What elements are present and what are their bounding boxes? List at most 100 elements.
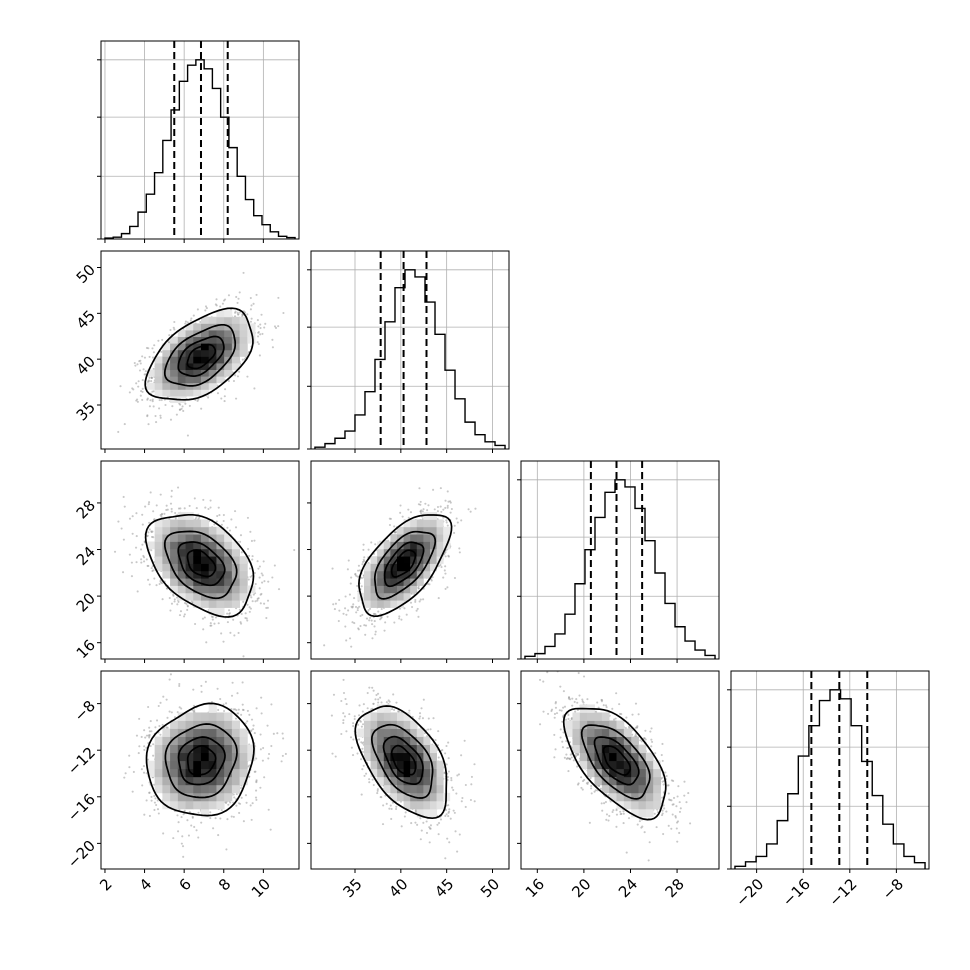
scatter-point	[234, 717, 238, 720]
scatter-point	[553, 716, 556, 719]
scatter-point	[192, 704, 196, 707]
scatter-point	[154, 797, 157, 800]
scatter-point	[542, 680, 545, 683]
scatter-point	[670, 827, 673, 830]
scatter-point	[249, 575, 252, 578]
scatter-point	[212, 827, 215, 830]
density-cell	[616, 728, 625, 737]
density-cell	[396, 736, 404, 746]
scatter-point	[246, 619, 249, 622]
scatter-point	[411, 606, 414, 609]
scatter-point	[374, 698, 377, 701]
density-cell	[616, 792, 625, 802]
scatter-point	[130, 561, 133, 564]
density-cell	[638, 800, 647, 810]
scatter-point	[161, 598, 164, 601]
scatter-point	[249, 804, 252, 807]
density-cell	[185, 336, 194, 344]
scatter-point	[414, 821, 417, 824]
scatter-point	[554, 706, 558, 709]
scatter-point	[353, 715, 356, 718]
scatter-point	[217, 708, 220, 712]
scatter-point	[173, 320, 176, 324]
density-cell	[224, 784, 233, 794]
density-cell	[423, 752, 431, 762]
scatter-point	[456, 521, 459, 524]
density-cell	[208, 356, 217, 364]
scatter-point	[166, 716, 169, 719]
density-cell	[423, 736, 431, 746]
density-cell	[216, 369, 225, 377]
density-cell	[170, 343, 179, 351]
scatter-point	[334, 602, 337, 605]
density-cell	[410, 760, 418, 770]
density-cell	[383, 541, 391, 550]
density-cell	[436, 800, 444, 810]
density-cell	[185, 519, 194, 528]
scatter-point	[393, 621, 396, 624]
scatter-point	[204, 506, 207, 509]
scatter-point	[156, 799, 159, 802]
scatter-point	[446, 506, 449, 509]
scatter-point	[419, 510, 422, 513]
scatter-point	[352, 724, 355, 728]
scatter-point	[251, 555, 254, 558]
density-cell	[200, 526, 210, 535]
scatter-point	[256, 341, 259, 344]
density-cell	[177, 776, 186, 786]
scatter-point	[436, 510, 439, 513]
scatter-point	[337, 619, 340, 623]
density-cell	[609, 744, 617, 754]
contour-0	[145, 702, 255, 817]
scatter-point	[446, 775, 450, 779]
scatter-point	[358, 569, 361, 572]
scatter-point	[644, 729, 647, 732]
density-cell	[609, 776, 617, 786]
density-cell	[631, 800, 639, 810]
scatter-point	[368, 781, 371, 784]
scatter-point	[258, 565, 261, 568]
scatter-point	[186, 434, 189, 437]
panel-frame	[100, 250, 300, 450]
scatter-point	[372, 702, 375, 705]
density-cell	[216, 310, 225, 318]
scatter-point	[356, 609, 359, 612]
scatter-point	[136, 400, 139, 403]
scatter-point	[467, 508, 470, 511]
density-cell	[363, 744, 371, 754]
density-cell	[403, 760, 411, 770]
scatter-point	[153, 808, 156, 812]
scatter-point	[447, 741, 450, 744]
density-cell	[216, 363, 225, 371]
scatter-point	[146, 758, 150, 761]
scatter-point	[332, 603, 335, 606]
density-cell	[216, 578, 225, 586]
density-cell	[423, 760, 431, 770]
scatter-point	[148, 521, 151, 524]
density-cell	[185, 585, 194, 594]
density-cell	[429, 534, 437, 542]
scatter-point	[152, 510, 155, 513]
density-cell	[208, 744, 217, 754]
scatter-point	[419, 715, 422, 718]
density-cell	[177, 752, 186, 762]
density-cell	[390, 600, 398, 608]
scatter-point	[368, 616, 372, 619]
scatter-point	[439, 487, 442, 490]
scatter-point	[583, 778, 586, 782]
scatter-point	[158, 399, 161, 402]
density-cell	[653, 792, 661, 802]
scatter-point	[241, 358, 244, 361]
scatter-point	[414, 600, 417, 603]
density-cell	[609, 720, 617, 729]
scatter-point	[580, 776, 583, 779]
density-cell	[193, 784, 202, 794]
scatter-point	[249, 530, 252, 533]
density-cell	[377, 776, 385, 786]
scatter-point	[386, 615, 389, 618]
scatter-point	[240, 612, 243, 615]
density-cell	[193, 744, 202, 754]
density-cell	[390, 752, 398, 762]
density-cell	[224, 736, 233, 746]
density-cell	[423, 556, 431, 564]
